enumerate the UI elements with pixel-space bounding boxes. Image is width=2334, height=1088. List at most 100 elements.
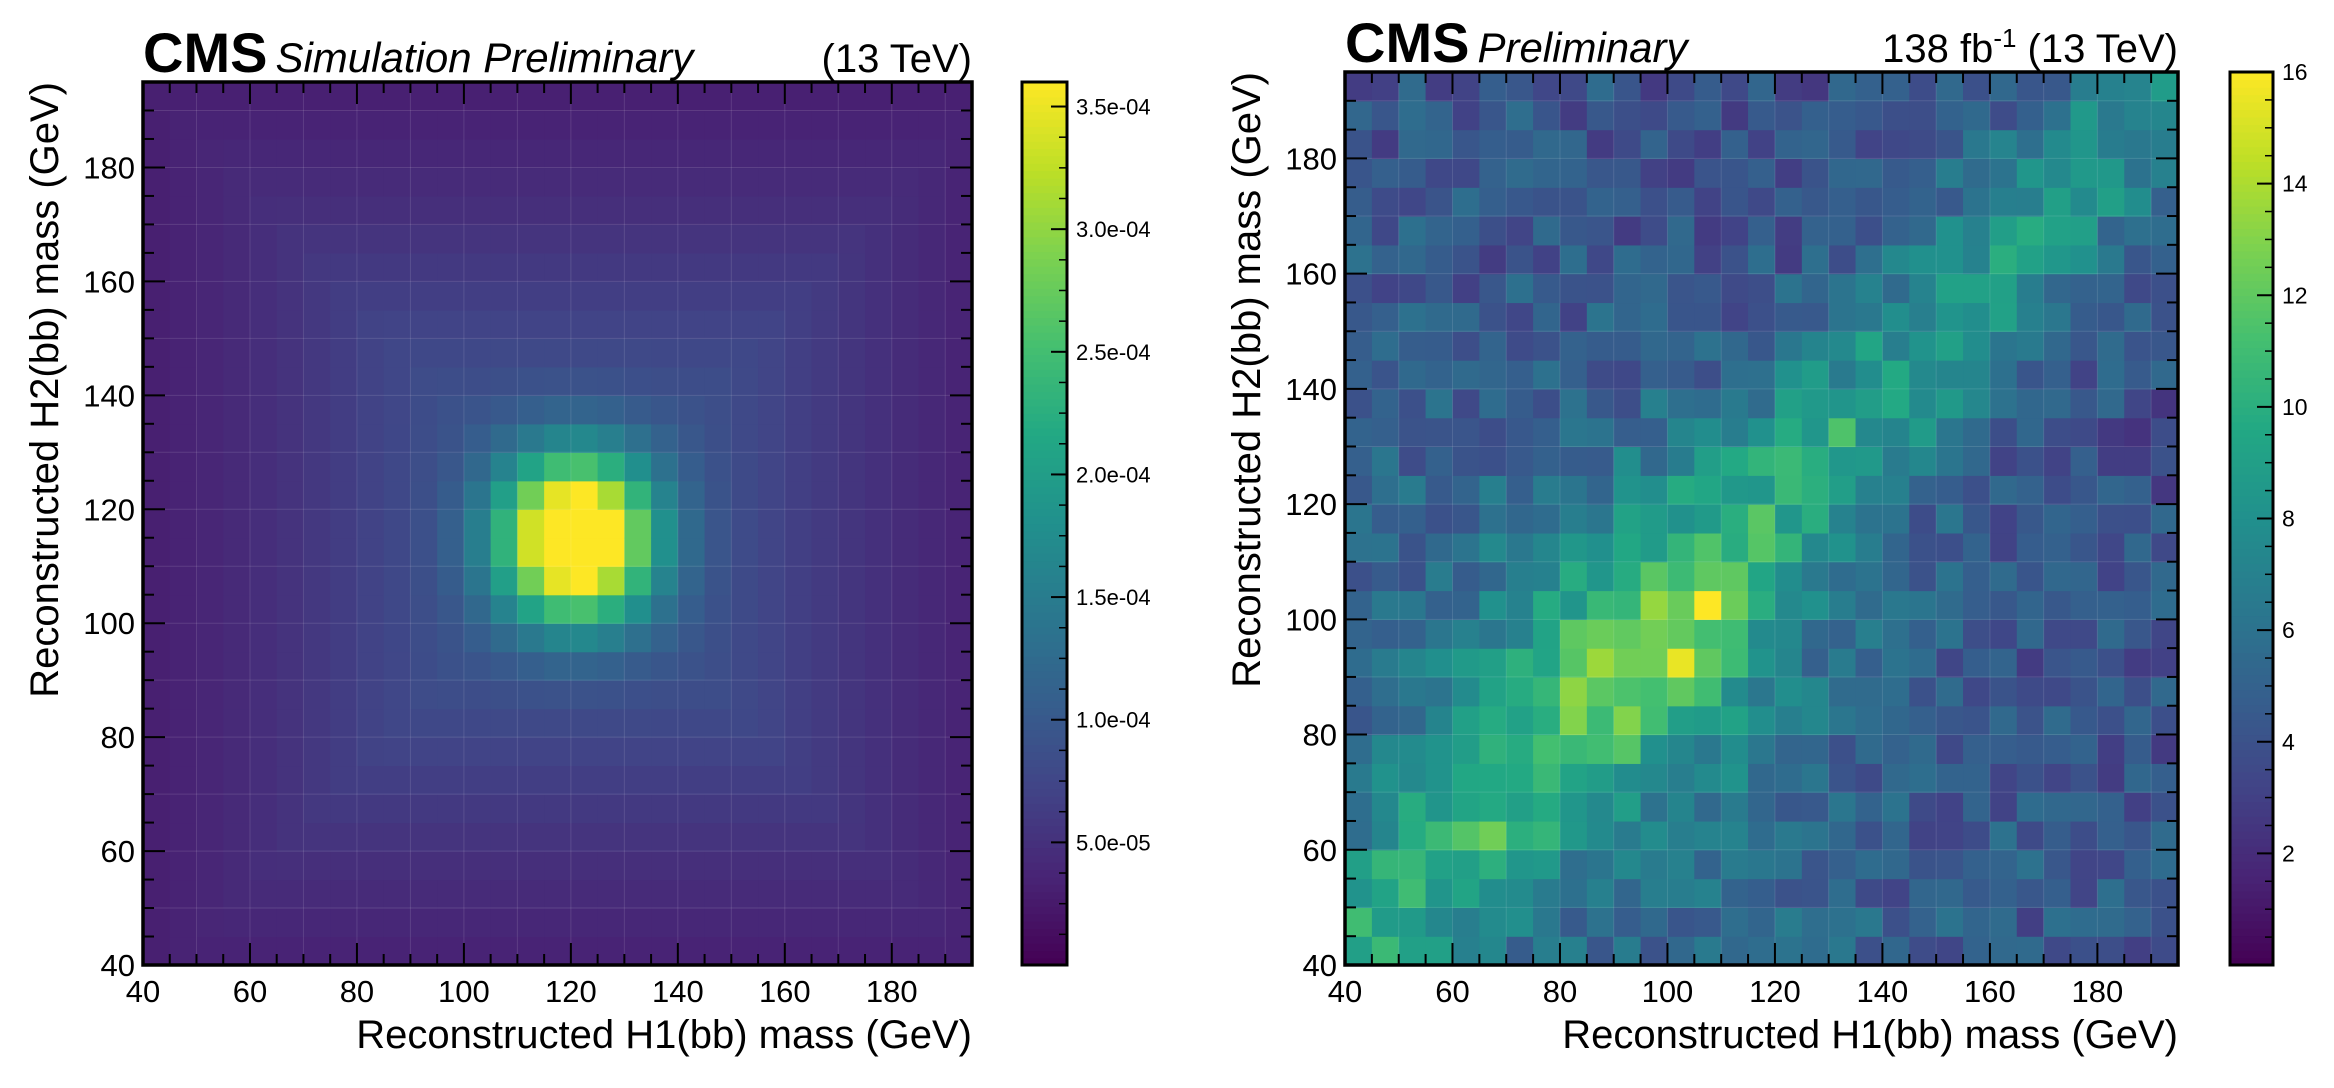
heatmap-cell: [1801, 705, 1830, 736]
heatmap-cell: [1479, 561, 1507, 592]
heatmap-cell: [2070, 72, 2098, 102]
heatmap-cell: [918, 623, 946, 653]
heatmap-cell: [918, 851, 946, 881]
heatmap-cell: [356, 537, 385, 567]
heatmap-cell: [356, 765, 385, 795]
heatmap-cell: [2016, 590, 2045, 620]
heatmap-cell: [1909, 388, 1937, 419]
heatmap-cell: [1721, 590, 1749, 620]
heatmap-cell: [143, 366, 171, 396]
colorbar-segment: [1022, 633, 1067, 643]
heatmap-cell: [1559, 100, 1588, 131]
heatmap-cell: [196, 423, 224, 453]
heatmap-cell: [143, 224, 171, 254]
heatmap-cell: [2043, 302, 2072, 332]
heatmap-cell: [169, 252, 198, 282]
heatmap-cell: [1345, 446, 1373, 476]
heatmap-cell: [1936, 532, 1964, 563]
heatmap-cell: [1828, 417, 1857, 448]
heatmap-cell: [784, 423, 813, 453]
heatmap-cell: [2151, 504, 2179, 534]
heatmap-cell: [1882, 129, 1910, 160]
heatmap-cell: [2070, 590, 2098, 620]
heatmap-cell: [1371, 446, 1400, 476]
heatmap-cell: [731, 82, 759, 112]
heatmap-cell: [1613, 446, 1642, 476]
heatmap-cell: [1506, 820, 1534, 851]
heatmap-cell: [651, 908, 679, 938]
heatmap-cell: [570, 423, 599, 453]
heatmap-cell: [330, 252, 358, 282]
heatmap-cell: [196, 794, 224, 824]
y-tick-label: 40: [1303, 948, 1337, 983]
heatmap-cell: [1936, 705, 1964, 736]
heatmap-cell: [544, 794, 572, 824]
heatmap-cell: [383, 822, 412, 852]
heatmap-cell: [1774, 878, 1803, 908]
heatmap-cell: [2124, 302, 2152, 332]
heatmap-cell: [570, 566, 599, 596]
heatmap-cell: [1479, 532, 1507, 563]
colorbar-segment: [2230, 243, 2273, 252]
y-tick-label: 140: [1285, 372, 1337, 407]
colorbar-segment: [1022, 729, 1067, 738]
heatmap-cell: [1882, 273, 1910, 304]
heatmap-cell: [1882, 100, 1910, 131]
heatmap-cell: [651, 281, 679, 311]
heatmap-cell: [223, 879, 251, 909]
heatmap-cell: [945, 908, 973, 938]
heatmap-cell: [490, 480, 518, 510]
heatmap-cell: [758, 851, 786, 881]
heatmap-cell: [1748, 619, 1776, 649]
colorbar-segment: [1022, 354, 1067, 363]
heatmap-cell: [410, 908, 438, 938]
heatmap-cell: [570, 452, 599, 482]
heatmap-cell: [1774, 129, 1803, 160]
heatmap-cell: [1882, 648, 1910, 678]
colorbar-segment: [2230, 890, 2273, 899]
x-tick-label: 80: [340, 974, 374, 1009]
colorbar-segment: [2230, 689, 2273, 698]
heatmap-cell: [2151, 360, 2179, 390]
heatmap-cell: [891, 366, 920, 396]
heatmap-cell: [1721, 216, 1749, 246]
heatmap-cell: [1963, 619, 1991, 649]
colorbar-segment: [1022, 670, 1067, 679]
heatmap-cell: [1909, 676, 1937, 707]
heatmap-cell: [249, 708, 278, 738]
heatmap-cell: [624, 822, 652, 852]
heatmap-cell: [1748, 244, 1776, 275]
heatmap-cell: [1828, 302, 1857, 332]
heatmap-cell: [2070, 820, 2098, 851]
heatmap-cell: [2016, 936, 2045, 966]
heatmap-cell: [517, 879, 545, 909]
colorbar-segment: [2230, 295, 2273, 304]
heatmap-cell: [2016, 619, 2045, 649]
heatmap-cell: [1425, 936, 1454, 966]
heatmap-cell: [1425, 129, 1454, 160]
heatmap-cell: [597, 680, 625, 710]
heatmap-cell: [918, 82, 946, 112]
heatmap-cell: [1989, 158, 2018, 188]
heatmap-cell: [223, 167, 251, 197]
heatmap-cell: [945, 737, 973, 767]
heatmap-cell: [356, 252, 385, 282]
heatmap-cell: [1801, 273, 1830, 304]
colorbar-tick-label: 2.5e-04: [1076, 340, 1151, 365]
colorbar-segment: [1022, 641, 1067, 650]
heatmap-cell: [945, 822, 973, 852]
heatmap-cell: [1909, 100, 1937, 131]
heatmap-cell: [544, 366, 572, 396]
colorbar-segment: [1022, 803, 1067, 812]
heatmap-cell: [143, 423, 171, 453]
heatmap-cell: [1533, 187, 1561, 217]
heatmap-cell: [303, 195, 331, 226]
heatmap-cell: [143, 138, 171, 169]
heatmap-cell: [811, 252, 839, 282]
heatmap-cell: [2016, 187, 2045, 217]
heatmap-cell: [1774, 590, 1803, 620]
colorbar-segment: [1022, 177, 1067, 186]
heatmap-cell: [1559, 475, 1588, 505]
heatmap-cell: [1533, 331, 1561, 361]
heatmap-cell: [1828, 849, 1857, 880]
